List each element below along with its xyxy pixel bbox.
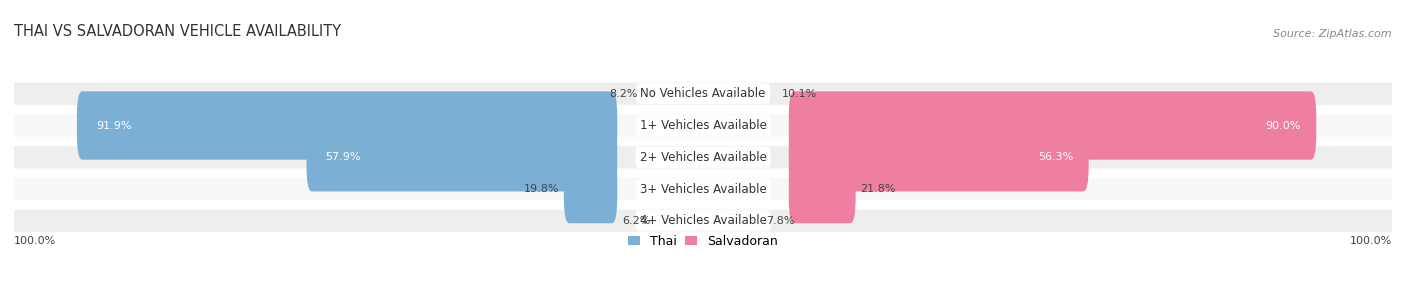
Text: 1+ Vehicles Available: 1+ Vehicles Available xyxy=(640,119,766,132)
Text: No Vehicles Available: No Vehicles Available xyxy=(640,87,766,100)
FancyBboxPatch shape xyxy=(789,155,856,223)
FancyBboxPatch shape xyxy=(14,83,1392,105)
Text: 21.8%: 21.8% xyxy=(860,184,896,194)
Text: 10.1%: 10.1% xyxy=(782,89,817,99)
Text: 2+ Vehicles Available: 2+ Vehicles Available xyxy=(640,151,766,164)
Text: 4+ Vehicles Available: 4+ Vehicles Available xyxy=(640,214,766,227)
Text: 100.0%: 100.0% xyxy=(1350,236,1392,246)
Text: 91.9%: 91.9% xyxy=(96,120,131,130)
Legend: Thai, Salvadoran: Thai, Salvadoran xyxy=(623,230,783,253)
Text: THAI VS SALVADORAN VEHICLE AVAILABILITY: THAI VS SALVADORAN VEHICLE AVAILABILITY xyxy=(14,24,342,39)
Text: 56.3%: 56.3% xyxy=(1038,152,1073,162)
FancyBboxPatch shape xyxy=(14,178,1392,200)
FancyBboxPatch shape xyxy=(789,91,1316,160)
Text: 3+ Vehicles Available: 3+ Vehicles Available xyxy=(640,182,766,196)
FancyBboxPatch shape xyxy=(564,155,617,223)
FancyBboxPatch shape xyxy=(307,123,617,191)
FancyBboxPatch shape xyxy=(14,114,1392,137)
Text: 7.8%: 7.8% xyxy=(766,216,794,226)
FancyBboxPatch shape xyxy=(14,210,1392,232)
FancyBboxPatch shape xyxy=(77,91,617,160)
Text: Source: ZipAtlas.com: Source: ZipAtlas.com xyxy=(1274,29,1392,39)
Text: 19.8%: 19.8% xyxy=(523,184,560,194)
Text: 57.9%: 57.9% xyxy=(325,152,361,162)
Text: 90.0%: 90.0% xyxy=(1265,120,1301,130)
Text: 100.0%: 100.0% xyxy=(14,236,56,246)
Text: 8.2%: 8.2% xyxy=(609,89,637,99)
Text: 6.2%: 6.2% xyxy=(623,216,651,226)
FancyBboxPatch shape xyxy=(789,123,1088,191)
FancyBboxPatch shape xyxy=(14,146,1392,168)
